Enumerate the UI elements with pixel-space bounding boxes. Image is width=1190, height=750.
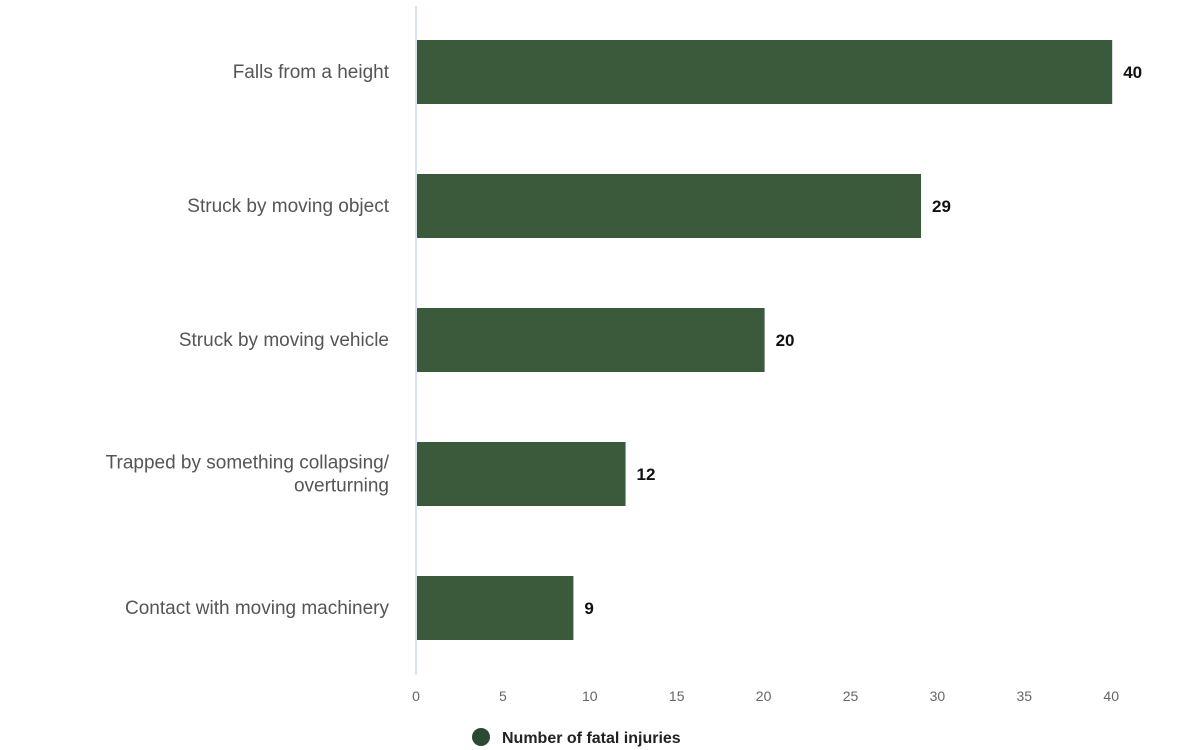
x-tick-label: 40 (1103, 688, 1119, 704)
category-label: Falls from a height (233, 62, 390, 83)
bar (417, 174, 922, 238)
category-label: Struck by moving vehicle (179, 330, 389, 351)
data-label: 29 (932, 197, 951, 216)
x-tick-label: 35 (1017, 688, 1033, 704)
x-tick-label: 25 (843, 688, 859, 704)
legend-label: Number of fatal injuries (502, 730, 681, 747)
data-labels-group: 40 29 20 12 9 (584, 63, 1142, 618)
x-tick-label: 15 (669, 688, 685, 704)
x-tick-label: 5 (499, 688, 507, 704)
x-tick-label: 30 (930, 688, 946, 704)
bar (417, 40, 1113, 104)
legend: Number of fatal injuries (472, 728, 681, 747)
data-label: 20 (776, 331, 795, 350)
category-label: Contact with moving machinery (125, 598, 389, 619)
data-label: 12 (637, 465, 656, 484)
x-tick-label: 10 (582, 688, 598, 704)
data-label: 9 (584, 599, 593, 618)
x-tick-label: 20 (756, 688, 772, 704)
bars-group (417, 40, 1113, 640)
bar (417, 442, 626, 506)
data-label: 40 (1123, 63, 1142, 82)
x-axis-ticks-group: 05101520253035404 (412, 688, 1119, 704)
bar (417, 576, 574, 640)
legend-marker (472, 728, 490, 746)
x-tick-label: 0 (412, 688, 420, 704)
category-labels-group: Falls from a height Struck by moving obje… (106, 62, 390, 619)
category-label: Struck by moving object (187, 196, 389, 217)
bar (417, 308, 765, 372)
category-label: Trapped by something collapsing/overturn… (106, 453, 390, 497)
